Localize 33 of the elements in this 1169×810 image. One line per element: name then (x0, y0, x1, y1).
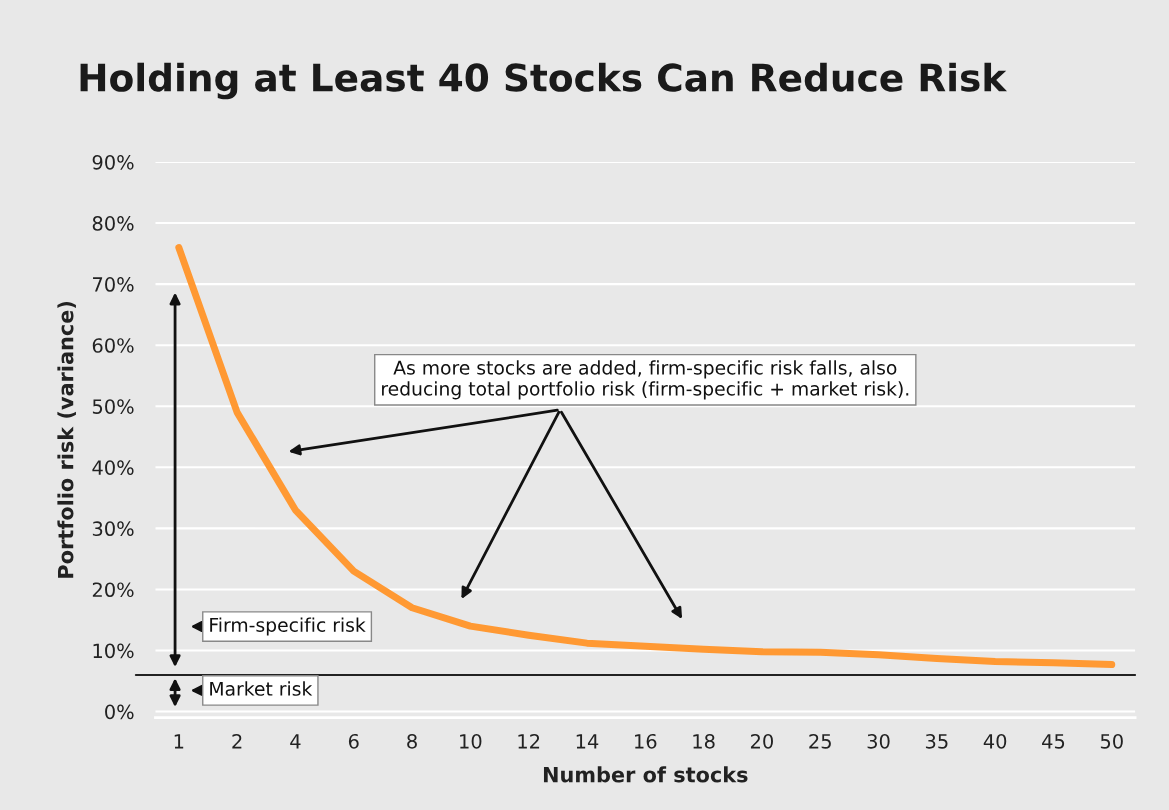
y-tick-label: 70% (93, 277, 134, 292)
x-tick-label: 45 (1042, 734, 1065, 749)
y-tick-label: 20% (92, 582, 134, 598)
x-tick-label: 16 (635, 733, 657, 749)
x-tick-label: 10 (460, 733, 482, 749)
y-tick-label: 80% (92, 216, 134, 231)
x-tick-label: 6 (348, 733, 359, 749)
y-axis-title: Portfolio risk (variance) (57, 301, 76, 578)
x-tick-label: 50 (1100, 733, 1123, 749)
y-tick-label: 0% (105, 704, 134, 720)
x-tick-label: 12 (518, 733, 540, 749)
y-tick-label: 30% (92, 521, 134, 537)
y-tick-label: 60% (92, 338, 134, 353)
annotation: As more stocks are added, firm-specific risk falls, also reducing total portfolio risk (firm-specific + market risk). (382, 360, 909, 400)
x-tick-label: 8 (407, 733, 417, 749)
x-tick-label: 35 (925, 733, 948, 749)
annotation: Market risk (210, 681, 313, 696)
x-tick-label: 4 (290, 734, 301, 749)
x-tick-label: 1 (174, 734, 184, 749)
x-tick-label: 25 (809, 733, 831, 749)
y-tick-label: 40% (92, 460, 134, 475)
y-tick-label: 90% (92, 154, 134, 170)
x-tick-label: 30 (867, 733, 890, 749)
x-axis-title: Number of stocks (543, 766, 748, 783)
y-tick-label: 50% (92, 399, 134, 414)
x-tick-label: 20 (750, 733, 773, 749)
x-tick-label: 2 (232, 733, 242, 749)
annotation: Firm-specific risk (210, 617, 366, 636)
x-tick-label: 14 (576, 734, 599, 749)
x-tick-label: 18 (693, 733, 715, 749)
chart-title: Holding at Least 40 Stocks Can Reduce Risk (80, 62, 1007, 100)
x-tick-label: 40 (983, 733, 1007, 749)
y-tick-label: 10% (93, 643, 134, 659)
